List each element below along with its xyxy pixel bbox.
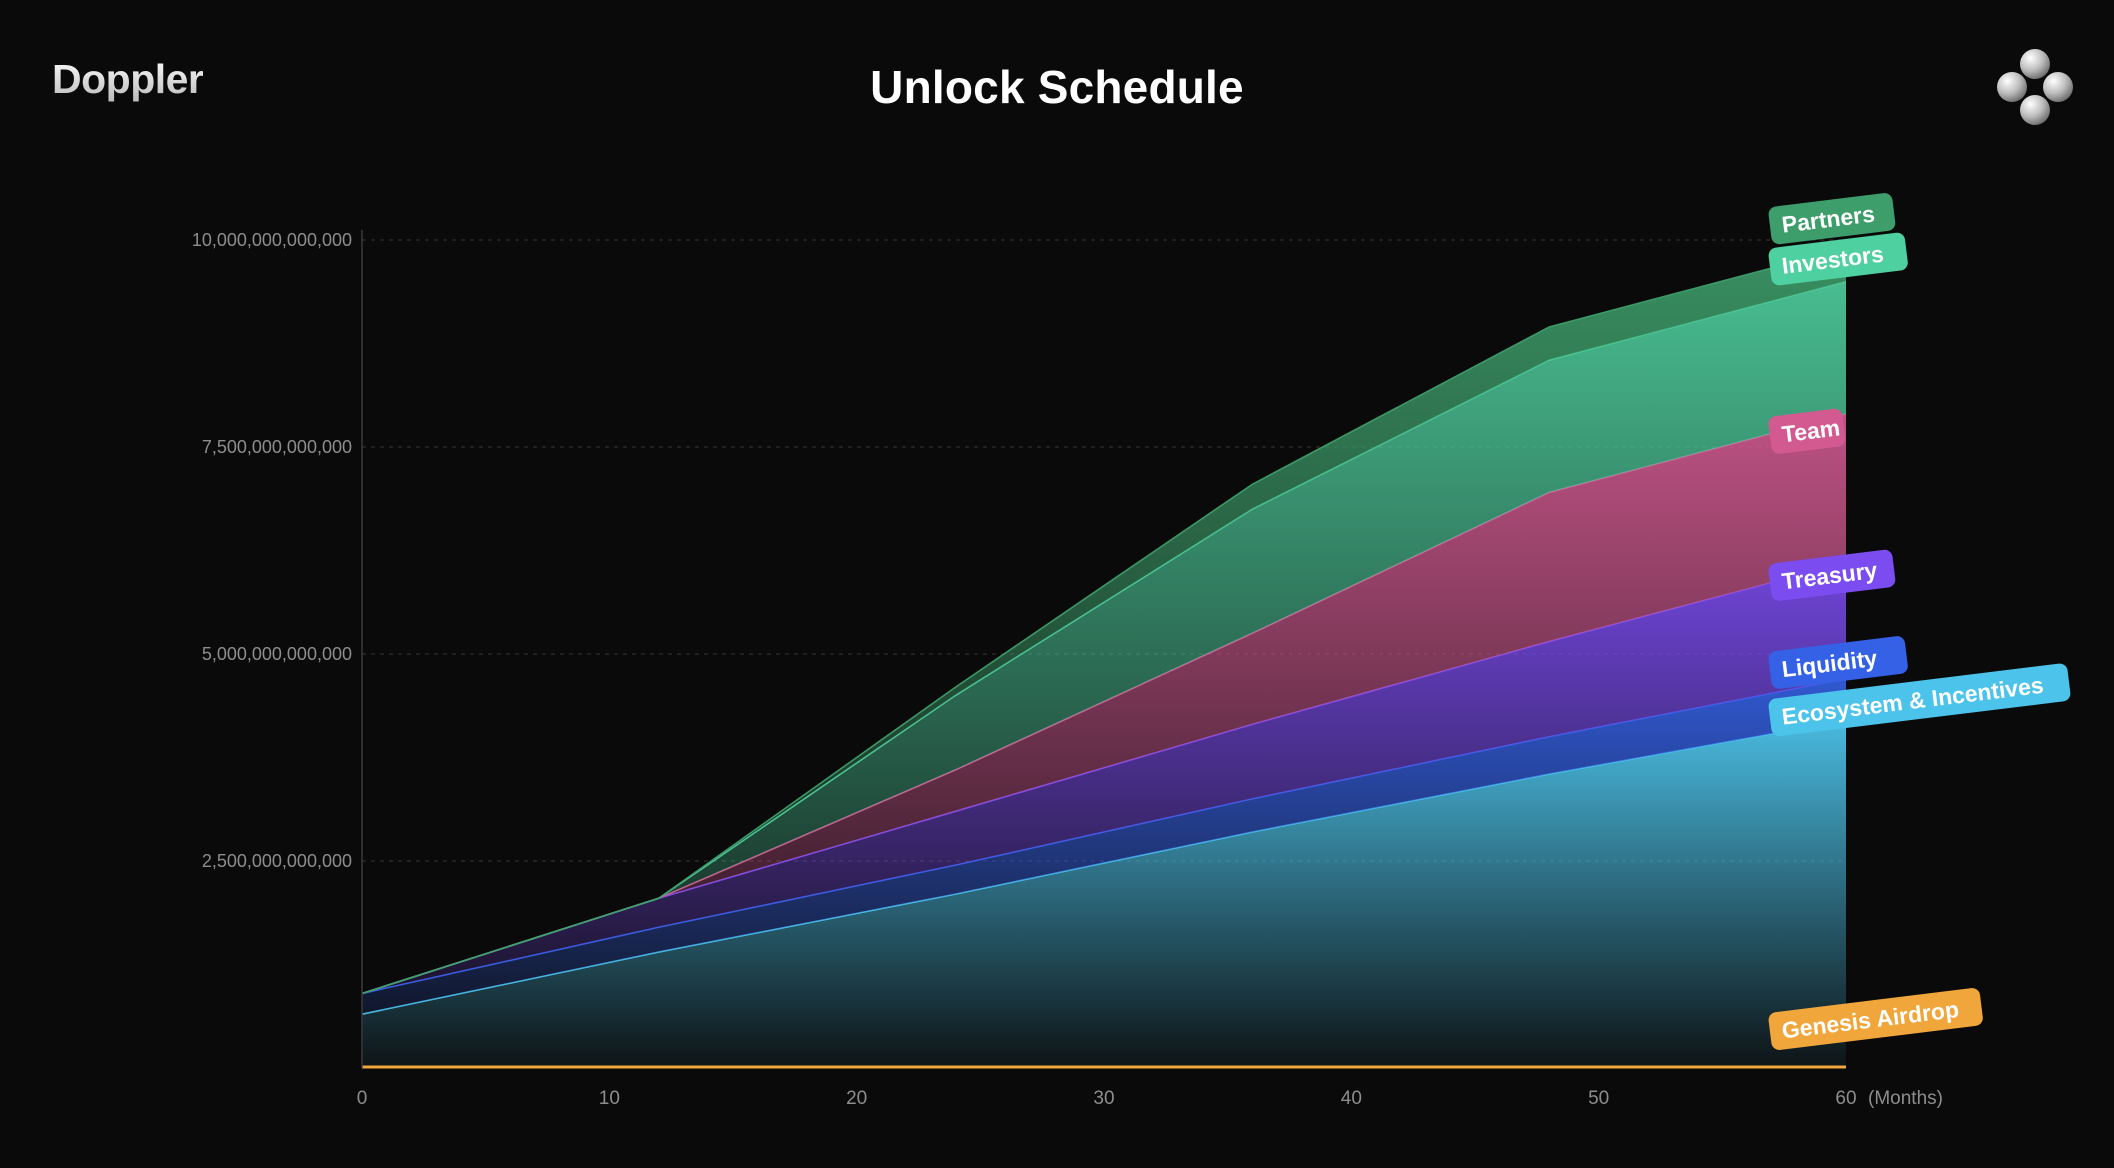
area-team (362, 413, 1846, 994)
tag-investors: Investors (1768, 232, 1908, 286)
x-tick-label: 40 (1341, 1088, 1362, 1109)
brand-logo: Doppler (52, 56, 204, 102)
area-liquidity (362, 678, 1846, 1015)
x-tick-label: 30 (1093, 1088, 1114, 1109)
area-treasury (362, 562, 1846, 994)
area-investors (362, 281, 1846, 994)
four-circles-logo-icon (1997, 49, 2073, 125)
x-tick-label: 50 (1588, 1088, 1609, 1109)
page-title: Unlock Schedule (870, 61, 1244, 113)
x-axis-unit-label: (Months) (1868, 1088, 1943, 1109)
tag-partners: Partners (1768, 193, 1896, 245)
tag-treasury: Treasury (1768, 549, 1896, 601)
y-tick-label: 5,000,000,000,000 (202, 644, 352, 664)
y-tick-label: 10,000,000,000,000 (192, 230, 352, 250)
x-tick-label: 10 (599, 1088, 620, 1109)
y-tick-label: 7,500,000,000,000 (202, 437, 352, 457)
tag-team: Team (1768, 408, 1846, 454)
y-tick-label: 2,500,000,000,000 (202, 851, 352, 871)
axes: 2,500,000,000,000 5,000,000,000,000 7,500,… (192, 230, 1943, 1109)
x-tick-label: 0 (357, 1088, 368, 1109)
x-tick-label: 60 (1835, 1088, 1856, 1109)
tag-liquidity: Liquidity (1768, 636, 1908, 689)
stacked-areas (361, 247, 1847, 1069)
line-partners (361, 247, 1847, 995)
area-ecosystem-and-incentives (362, 720, 1846, 1068)
x-tick-label: 20 (846, 1088, 867, 1109)
